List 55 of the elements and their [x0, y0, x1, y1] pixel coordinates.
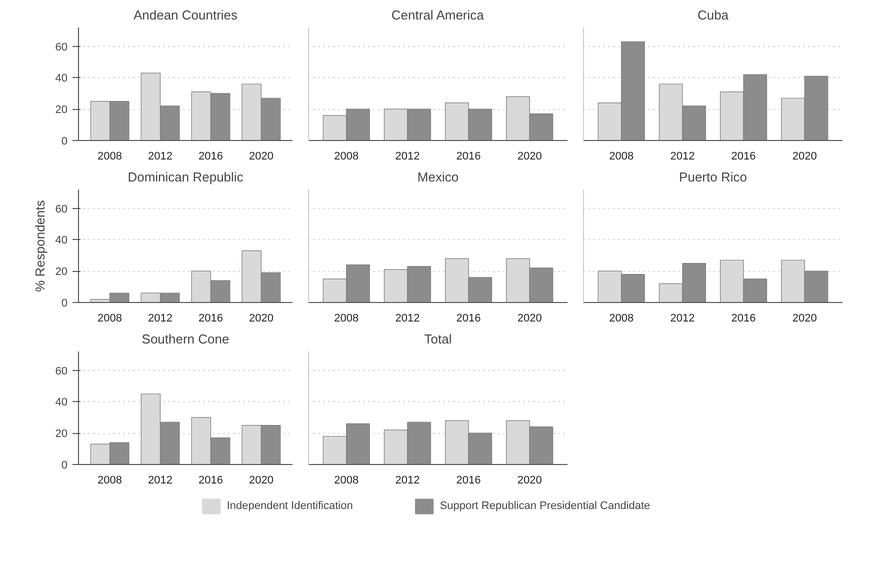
x-tick-label: 2012 [148, 474, 173, 486]
y-tick-label: 20 [55, 428, 68, 440]
y-tick-label: 0 [61, 136, 68, 148]
x-tick-label: 2016 [456, 312, 481, 324]
x-tick-label: 2012 [148, 312, 173, 324]
x-tick-label: 2012 [148, 150, 173, 162]
y-tick-label: 60 [55, 41, 68, 54]
legend-label: Support Republican Presidential Candidate [440, 500, 650, 512]
y-tick-label: 20 [55, 104, 68, 116]
y-tick-label: 0 [61, 298, 68, 310]
x-tick-label: 2016 [731, 150, 756, 162]
x-tick-label: 2012 [395, 312, 420, 324]
y-tick-label: 0 [61, 460, 68, 472]
y-tick-label: 20 [55, 266, 68, 278]
x-tick-label: 2008 [98, 474, 122, 486]
chart-title: Total [424, 332, 452, 346]
x-tick-label: 2020 [792, 150, 817, 162]
x-tick-label: 2008 [98, 150, 122, 162]
x-tick-label: 2020 [792, 312, 817, 324]
chart-title: Andean Countries [133, 8, 238, 22]
y-tick-label: 40 [55, 72, 68, 85]
chart-title: Dominican Republic [128, 170, 244, 184]
y-tick-label: 60 [55, 365, 68, 378]
x-tick-label: 2008 [334, 474, 359, 486]
x-tick-label: 2016 [198, 150, 223, 162]
x-tick-label: 2016 [198, 474, 223, 486]
x-tick-label: 2008 [334, 312, 359, 324]
x-tick-label: 2012 [395, 150, 420, 162]
y-tick-label: 40 [55, 396, 68, 409]
legend-label: Independent Identification [226, 500, 353, 512]
chart-title: Southern Cone [142, 332, 230, 346]
x-tick-label: 2016 [731, 312, 756, 324]
chart-title: Mexico [417, 170, 459, 184]
y-tick-label: 60 [55, 203, 68, 216]
x-tick-label: 2008 [334, 150, 359, 162]
y-axis-title: % Respondents [32, 200, 48, 292]
x-tick-label: 2020 [517, 312, 542, 324]
x-tick-label: 2020 [248, 312, 274, 324]
x-tick-label: 2012 [670, 150, 695, 162]
x-tick-label: 2016 [456, 474, 481, 486]
chart-title: Puerto Rico [679, 170, 747, 184]
chart-title: Central America [391, 8, 485, 22]
x-tick-label: 2008 [609, 312, 634, 324]
x-tick-label: 2008 [609, 150, 634, 162]
x-tick-label: 2016 [198, 312, 223, 324]
chart-title: Cuba [697, 8, 730, 22]
x-tick-label: 2020 [248, 474, 274, 486]
x-tick-label: 2020 [248, 150, 274, 162]
y-tick-label: 40 [55, 234, 68, 247]
x-tick-label: 2020 [517, 474, 542, 486]
x-tick-label: 2020 [517, 150, 542, 162]
x-tick-label: 2012 [395, 474, 420, 486]
x-tick-label: 2008 [98, 312, 122, 324]
x-tick-label: 2016 [456, 150, 481, 162]
x-tick-label: 2012 [670, 312, 695, 324]
